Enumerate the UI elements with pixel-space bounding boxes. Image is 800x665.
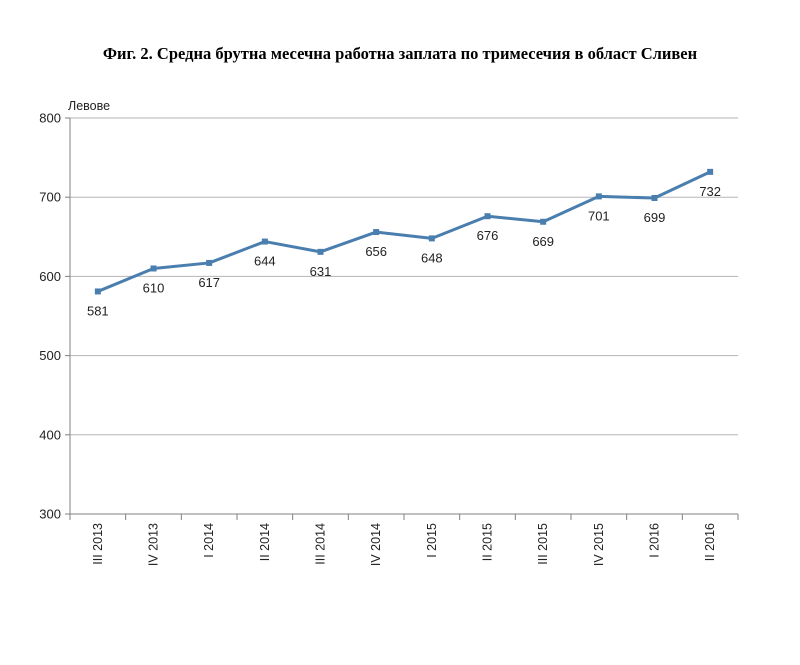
y-tick-label: 500: [39, 348, 61, 363]
data-point-marker: [540, 218, 547, 225]
data-point-marker: [150, 265, 157, 272]
data-label: 617: [198, 275, 220, 290]
y-tick-label: 300: [39, 507, 61, 522]
x-tick-label: I 2016: [648, 523, 662, 558]
x-tick-label: IV 2014: [369, 523, 383, 566]
y-tick-label: 700: [39, 190, 61, 205]
data-label: 656: [365, 244, 387, 259]
x-tick-label: III 2013: [91, 523, 105, 565]
data-label: 644: [254, 254, 276, 269]
y-tick-label: 800: [39, 111, 61, 126]
data-label: 701: [588, 208, 610, 223]
x-tick-label: I 2015: [425, 523, 439, 558]
x-tick-label: IV 2015: [592, 523, 606, 566]
data-point-marker: [206, 259, 213, 266]
data-point-marker: [317, 248, 324, 255]
series-line-path: [97, 170, 711, 293]
chart-title: Фиг. 2. Средна брутна месечна работна за…: [102, 44, 698, 63]
y-tick-label: 400: [39, 427, 61, 442]
data-point-marker: [651, 194, 658, 201]
data-label: 581: [87, 303, 109, 318]
y-tick-label: 600: [39, 269, 61, 284]
y-tick-labels: 300 400 500 600 700 800: [39, 111, 61, 522]
data-labels: 581 610 617 644 631 656 648 676 669 701 699 732: [87, 184, 721, 319]
data-label: 631: [310, 264, 332, 279]
x-tick-label: II 2015: [481, 523, 495, 561]
series-line: [94, 168, 714, 295]
data-point-marker: [707, 168, 714, 175]
x-tick-labels: III 2013 IV 2013 I 2014 II 2014 III 2014 IV 2…: [91, 523, 717, 566]
x-tick-label: I 2014: [202, 523, 216, 558]
data-point-marker: [428, 235, 435, 242]
x-tick-label: III 2014: [314, 523, 328, 565]
x-tick-label: II 2014: [258, 523, 272, 561]
data-label: 676: [477, 228, 499, 243]
x-tick-label: II 2016: [703, 523, 717, 561]
data-label: 610: [143, 280, 165, 295]
data-label: 648: [421, 250, 443, 265]
data-label: 669: [532, 234, 554, 249]
x-tick-label: IV 2013: [147, 523, 161, 566]
data-point-marker: [94, 288, 101, 295]
data-point-marker: [261, 238, 268, 245]
axes: [69, 118, 739, 520]
y-axis-label: Левове: [68, 99, 110, 113]
x-tick-label: III 2015: [536, 523, 550, 565]
grid-lines: [65, 117, 738, 515]
data-point-marker: [595, 193, 602, 200]
data-label: 732: [699, 184, 721, 199]
data-point-marker: [484, 213, 491, 220]
data-point-marker: [373, 229, 380, 236]
data-label: 699: [644, 210, 666, 225]
